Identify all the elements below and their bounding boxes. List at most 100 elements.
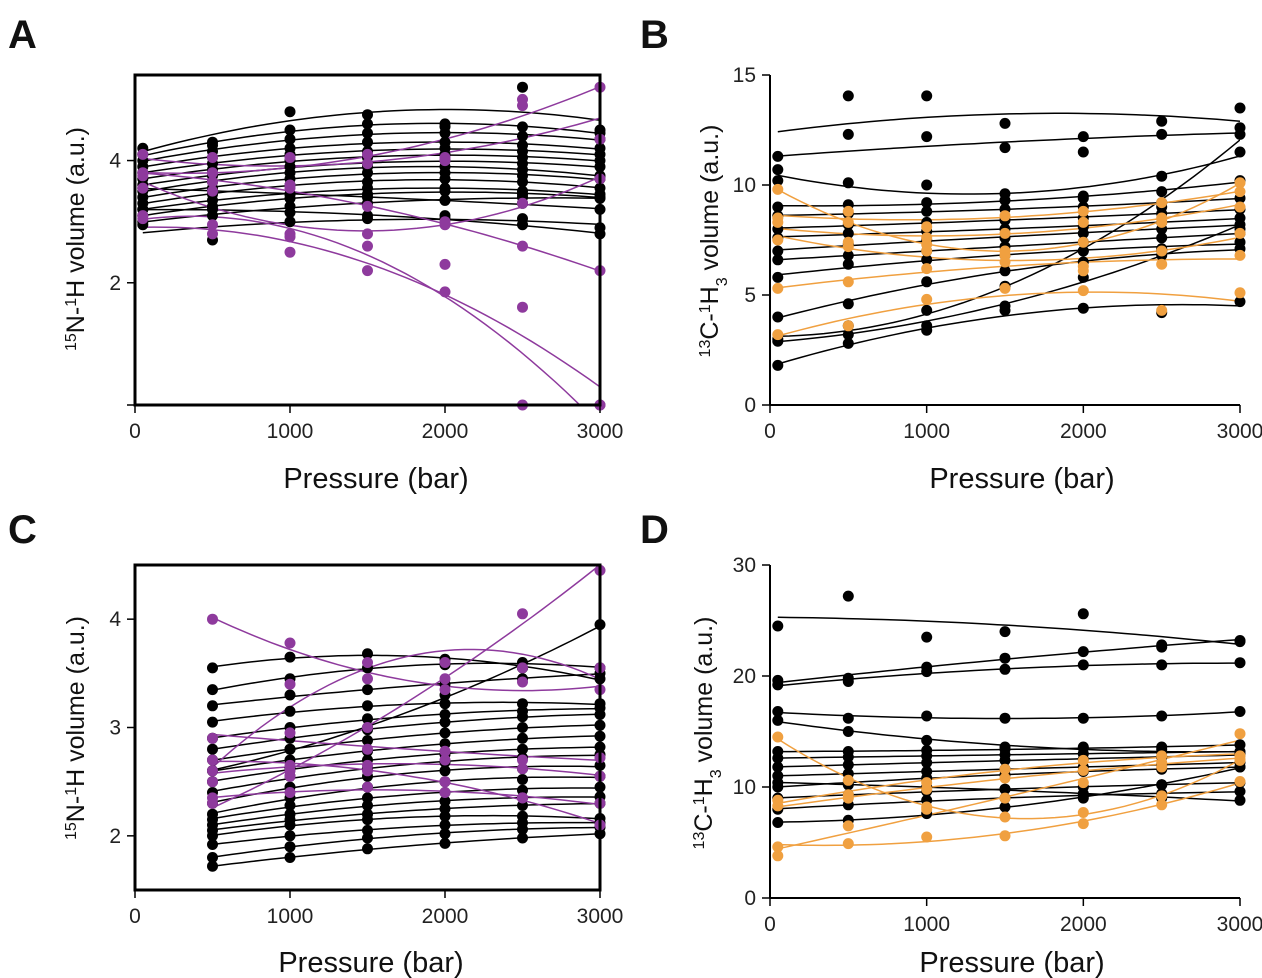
data-point xyxy=(999,188,1011,200)
fit-curve xyxy=(212,746,600,782)
data-point xyxy=(517,810,528,822)
fit-curve xyxy=(212,616,600,692)
data-point xyxy=(1156,659,1168,671)
data-point xyxy=(772,714,784,726)
data-point xyxy=(842,792,854,804)
data-point xyxy=(362,240,373,252)
fit-curve xyxy=(212,833,600,867)
data-point xyxy=(999,300,1011,312)
data-point xyxy=(284,651,296,663)
data-point xyxy=(362,148,373,160)
data-point xyxy=(842,838,854,850)
data-point xyxy=(517,763,528,775)
data-point xyxy=(999,763,1011,775)
data-point xyxy=(772,752,784,764)
panel-label-d: D xyxy=(640,508,669,552)
data-point xyxy=(842,590,854,602)
data-point xyxy=(772,800,784,812)
y-tick-label: 30 xyxy=(733,554,756,577)
data-point xyxy=(1077,205,1089,217)
data-point xyxy=(842,227,854,239)
y-tick-label: 0 xyxy=(744,394,756,417)
data-point xyxy=(921,131,933,143)
x-tick-label: 0 xyxy=(764,420,776,443)
data-point xyxy=(999,663,1011,675)
data-point xyxy=(439,182,451,194)
data-point xyxy=(362,657,373,668)
data-point xyxy=(362,648,373,660)
data-point xyxy=(207,839,218,850)
data-points-b xyxy=(772,90,1246,371)
data-point xyxy=(921,734,933,746)
data-point xyxy=(362,800,373,811)
fit-curve xyxy=(212,760,600,825)
data-point xyxy=(439,258,451,270)
data-point xyxy=(772,201,784,213)
data-point xyxy=(1156,799,1168,811)
data-point xyxy=(921,320,933,332)
data-point xyxy=(1234,635,1246,646)
data-point xyxy=(842,90,854,102)
fit-curve xyxy=(212,673,600,706)
data-point xyxy=(362,158,373,170)
fit-curve xyxy=(212,735,600,772)
data-point xyxy=(517,698,528,710)
data-point xyxy=(1234,102,1246,114)
data-point xyxy=(207,228,218,240)
data-point xyxy=(772,212,784,224)
data-point xyxy=(1156,245,1168,257)
y-tick-label: 5 xyxy=(744,284,756,307)
data-point xyxy=(999,772,1011,784)
data-point xyxy=(772,282,784,294)
data-point xyxy=(284,246,296,258)
data-point xyxy=(362,673,373,685)
y-tick-label: 20 xyxy=(733,665,756,688)
data-point xyxy=(1156,115,1168,127)
panel-label-b: B xyxy=(640,13,669,57)
data-point xyxy=(1077,190,1089,202)
data-point xyxy=(1156,639,1168,651)
x-tick-label: 3000 xyxy=(577,905,624,928)
data-point xyxy=(362,228,373,240)
data-point xyxy=(1077,146,1089,158)
data-point xyxy=(517,185,528,197)
data-point xyxy=(921,90,933,102)
data-point xyxy=(842,820,854,832)
data-point xyxy=(772,183,784,195)
data-point xyxy=(207,754,218,766)
data-point xyxy=(137,148,149,160)
data-point xyxy=(284,152,296,163)
data-point xyxy=(439,286,451,298)
data-point xyxy=(1156,710,1168,722)
data-point xyxy=(772,841,784,853)
data-point xyxy=(284,800,296,811)
x-axis-title-d: Pressure (bar) xyxy=(919,947,1104,978)
data-point xyxy=(842,329,854,341)
panel-label-a: A xyxy=(8,13,37,57)
data-point xyxy=(517,213,528,225)
y-axis-title-b: 13C-1H3 volume (a.u.) xyxy=(696,125,731,358)
y-tick-label: 3 xyxy=(109,717,121,740)
data-point xyxy=(284,133,296,145)
y-axis-title-a: 15N-1H volume (a.u.) xyxy=(62,127,90,351)
data-point xyxy=(284,231,296,243)
data-point xyxy=(772,777,784,789)
data-point xyxy=(1156,232,1168,244)
fit-curve xyxy=(212,724,600,761)
data-points-c xyxy=(207,564,606,872)
data-point xyxy=(1077,608,1089,620)
data-point xyxy=(362,832,373,844)
fit-curve xyxy=(212,707,600,739)
panel-label-c: C xyxy=(8,508,37,552)
data-point xyxy=(999,245,1011,257)
y-tick-label: 4 xyxy=(109,608,121,631)
data-point xyxy=(284,207,296,218)
data-point xyxy=(1234,706,1246,717)
data-point xyxy=(999,783,1011,795)
plot-panel-b: 0 1000 2000 3000 0 5 10 15 xyxy=(733,64,1262,443)
data-point xyxy=(921,197,933,209)
data-point xyxy=(362,265,373,277)
data-point xyxy=(517,662,528,674)
data-point xyxy=(207,219,218,231)
